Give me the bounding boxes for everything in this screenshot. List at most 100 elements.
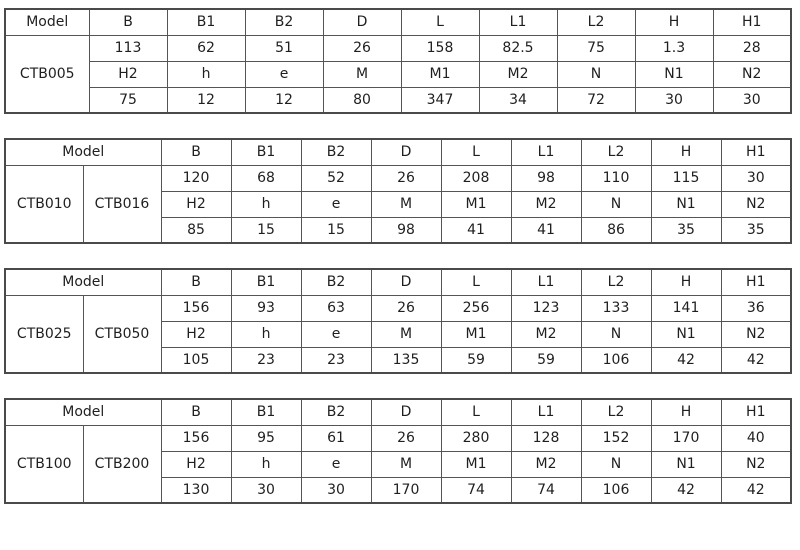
param-label-cell: N2 xyxy=(712,60,792,88)
value-cell: 68 xyxy=(230,164,302,192)
model-cell: CTB100 xyxy=(4,424,84,504)
value-cell: 156 xyxy=(160,294,232,322)
dim-header-cell: D xyxy=(370,268,442,296)
value-cell: 41 xyxy=(510,216,582,244)
value-cell: 106 xyxy=(580,346,652,374)
param-label-cell: M1 xyxy=(440,450,512,478)
value-cell: 1.3 xyxy=(634,34,714,62)
param-labels-row: H2 h e M M1 M2 N N1 N2 xyxy=(5,60,792,88)
value-cell: 36 xyxy=(720,294,792,322)
value-cell: 95 xyxy=(230,424,302,452)
param-label-cell: e xyxy=(300,320,372,348)
value-cell: 23 xyxy=(230,346,302,374)
value-cell: 72 xyxy=(556,86,636,114)
value-cell: 59 xyxy=(510,346,582,374)
dim-header-cell: H1 xyxy=(720,398,792,426)
model-cell: CTB050 xyxy=(82,294,162,374)
value-cell: 26 xyxy=(370,424,442,452)
value-cell: 256 xyxy=(440,294,512,322)
param-label-cell: M xyxy=(370,320,442,348)
model-cell: CTB025 xyxy=(4,294,84,374)
dim-header-cell: L xyxy=(440,138,512,166)
dim-header-cell: H xyxy=(650,138,722,166)
value-cell: 74 xyxy=(510,476,582,504)
param-label-cell: h xyxy=(230,190,302,218)
param-label-cell: e xyxy=(300,190,372,218)
spec-table-ctb005: Model B B1 B2 D L L1 L2 H H1 CTB005 113 … xyxy=(4,8,792,114)
param-label-cell: M1 xyxy=(440,320,512,348)
dim-header-cell: B1 xyxy=(230,398,302,426)
dim-header-cell: B xyxy=(160,268,232,296)
values-row-top: CTB025 CTB050 156 93 63 26 256 123 133 1… xyxy=(4,294,792,374)
dim-header-cell: L xyxy=(440,268,512,296)
values-row-top: CTB010 CTB016 120 68 52 26 208 98 110 11… xyxy=(4,164,792,244)
value-cell: 86 xyxy=(580,216,652,244)
values-row-top: CTB005 113 62 51 26 158 82.5 75 1.3 28 xyxy=(4,34,792,114)
value-cell: 41 xyxy=(440,216,512,244)
values-row-bottom: 85 15 15 98 41 41 86 35 35 xyxy=(5,216,792,244)
model-cell: CTB005 xyxy=(4,34,90,114)
param-label-cell: h xyxy=(230,320,302,348)
value-cell: 156 xyxy=(160,424,232,452)
value-cell: 133 xyxy=(580,294,652,322)
param-label-cell: N1 xyxy=(634,60,714,88)
value-cell: 40 xyxy=(720,424,792,452)
values-row-top: CTB100 CTB200 156 95 61 26 280 128 152 1… xyxy=(4,424,792,504)
param-label-cell: H2 xyxy=(88,60,168,88)
value-cell: 158 xyxy=(400,34,480,62)
dim-header-cell: B1 xyxy=(166,8,246,36)
value-cell: 128 xyxy=(510,424,582,452)
model-header-cell: Model xyxy=(4,138,162,166)
param-label-cell: M2 xyxy=(510,450,582,478)
dim-header-cell: D xyxy=(370,138,442,166)
value-cell: 152 xyxy=(580,424,652,452)
value-cell: 51 xyxy=(244,34,324,62)
dim-header-cell: B2 xyxy=(300,268,372,296)
value-cell: 30 xyxy=(712,86,792,114)
param-label-cell: H2 xyxy=(160,450,232,478)
param-label-cell: N xyxy=(580,320,652,348)
values-row-bottom: 75 12 12 80 347 34 72 30 30 xyxy=(5,86,792,114)
dim-header-cell: D xyxy=(370,398,442,426)
header-row: Model B B1 B2 D L L1 L2 H H1 xyxy=(4,8,792,36)
model-header-cell: Model xyxy=(4,268,162,296)
value-cell: 93 xyxy=(230,294,302,322)
value-cell: 15 xyxy=(300,216,372,244)
value-cell: 35 xyxy=(650,216,722,244)
spec-table-ctb100-ctb200: Model B B1 B2 D L L1 L2 H H1 CTB100 CTB2… xyxy=(4,398,793,504)
model-cell: CTB010 xyxy=(4,164,84,244)
param-label-cell: M xyxy=(370,190,442,218)
value-cell: 208 xyxy=(440,164,512,192)
value-cell: 123 xyxy=(510,294,582,322)
value-cell: 42 xyxy=(650,346,722,374)
value-cell: 34 xyxy=(478,86,558,114)
value-cell: 75 xyxy=(556,34,636,62)
value-cell: 110 xyxy=(580,164,652,192)
spec-table-ctb025-ctb050: Model B B1 B2 D L L1 L2 H H1 CTB025 CTB0… xyxy=(4,268,793,374)
param-label-cell: N2 xyxy=(720,320,792,348)
value-cell: 141 xyxy=(650,294,722,322)
value-cell: 130 xyxy=(160,476,232,504)
param-label-cell: N xyxy=(556,60,636,88)
value-cell: 30 xyxy=(720,164,792,192)
param-label-cell: M xyxy=(322,60,402,88)
dim-header-cell: H xyxy=(650,268,722,296)
dim-header-cell: B2 xyxy=(300,138,372,166)
param-label-cell: M2 xyxy=(510,190,582,218)
param-label-cell: M xyxy=(370,450,442,478)
value-cell: 75 xyxy=(88,86,168,114)
value-cell: 280 xyxy=(440,424,512,452)
dim-header-cell: B1 xyxy=(230,268,302,296)
values-row-bottom: 130 30 30 170 74 74 106 42 42 xyxy=(5,476,792,504)
value-cell: 28 xyxy=(712,34,792,62)
model-cell: CTB200 xyxy=(82,424,162,504)
dim-header-cell: L2 xyxy=(556,8,636,36)
value-cell: 35 xyxy=(720,216,792,244)
dim-header-cell: H1 xyxy=(712,8,792,36)
param-label-cell: e xyxy=(300,450,372,478)
dim-header-cell: L2 xyxy=(580,138,652,166)
header-row: Model B B1 B2 D L L1 L2 H H1 xyxy=(4,268,792,296)
dim-header-cell: L1 xyxy=(510,138,582,166)
value-cell: 26 xyxy=(370,294,442,322)
value-cell: 135 xyxy=(370,346,442,374)
